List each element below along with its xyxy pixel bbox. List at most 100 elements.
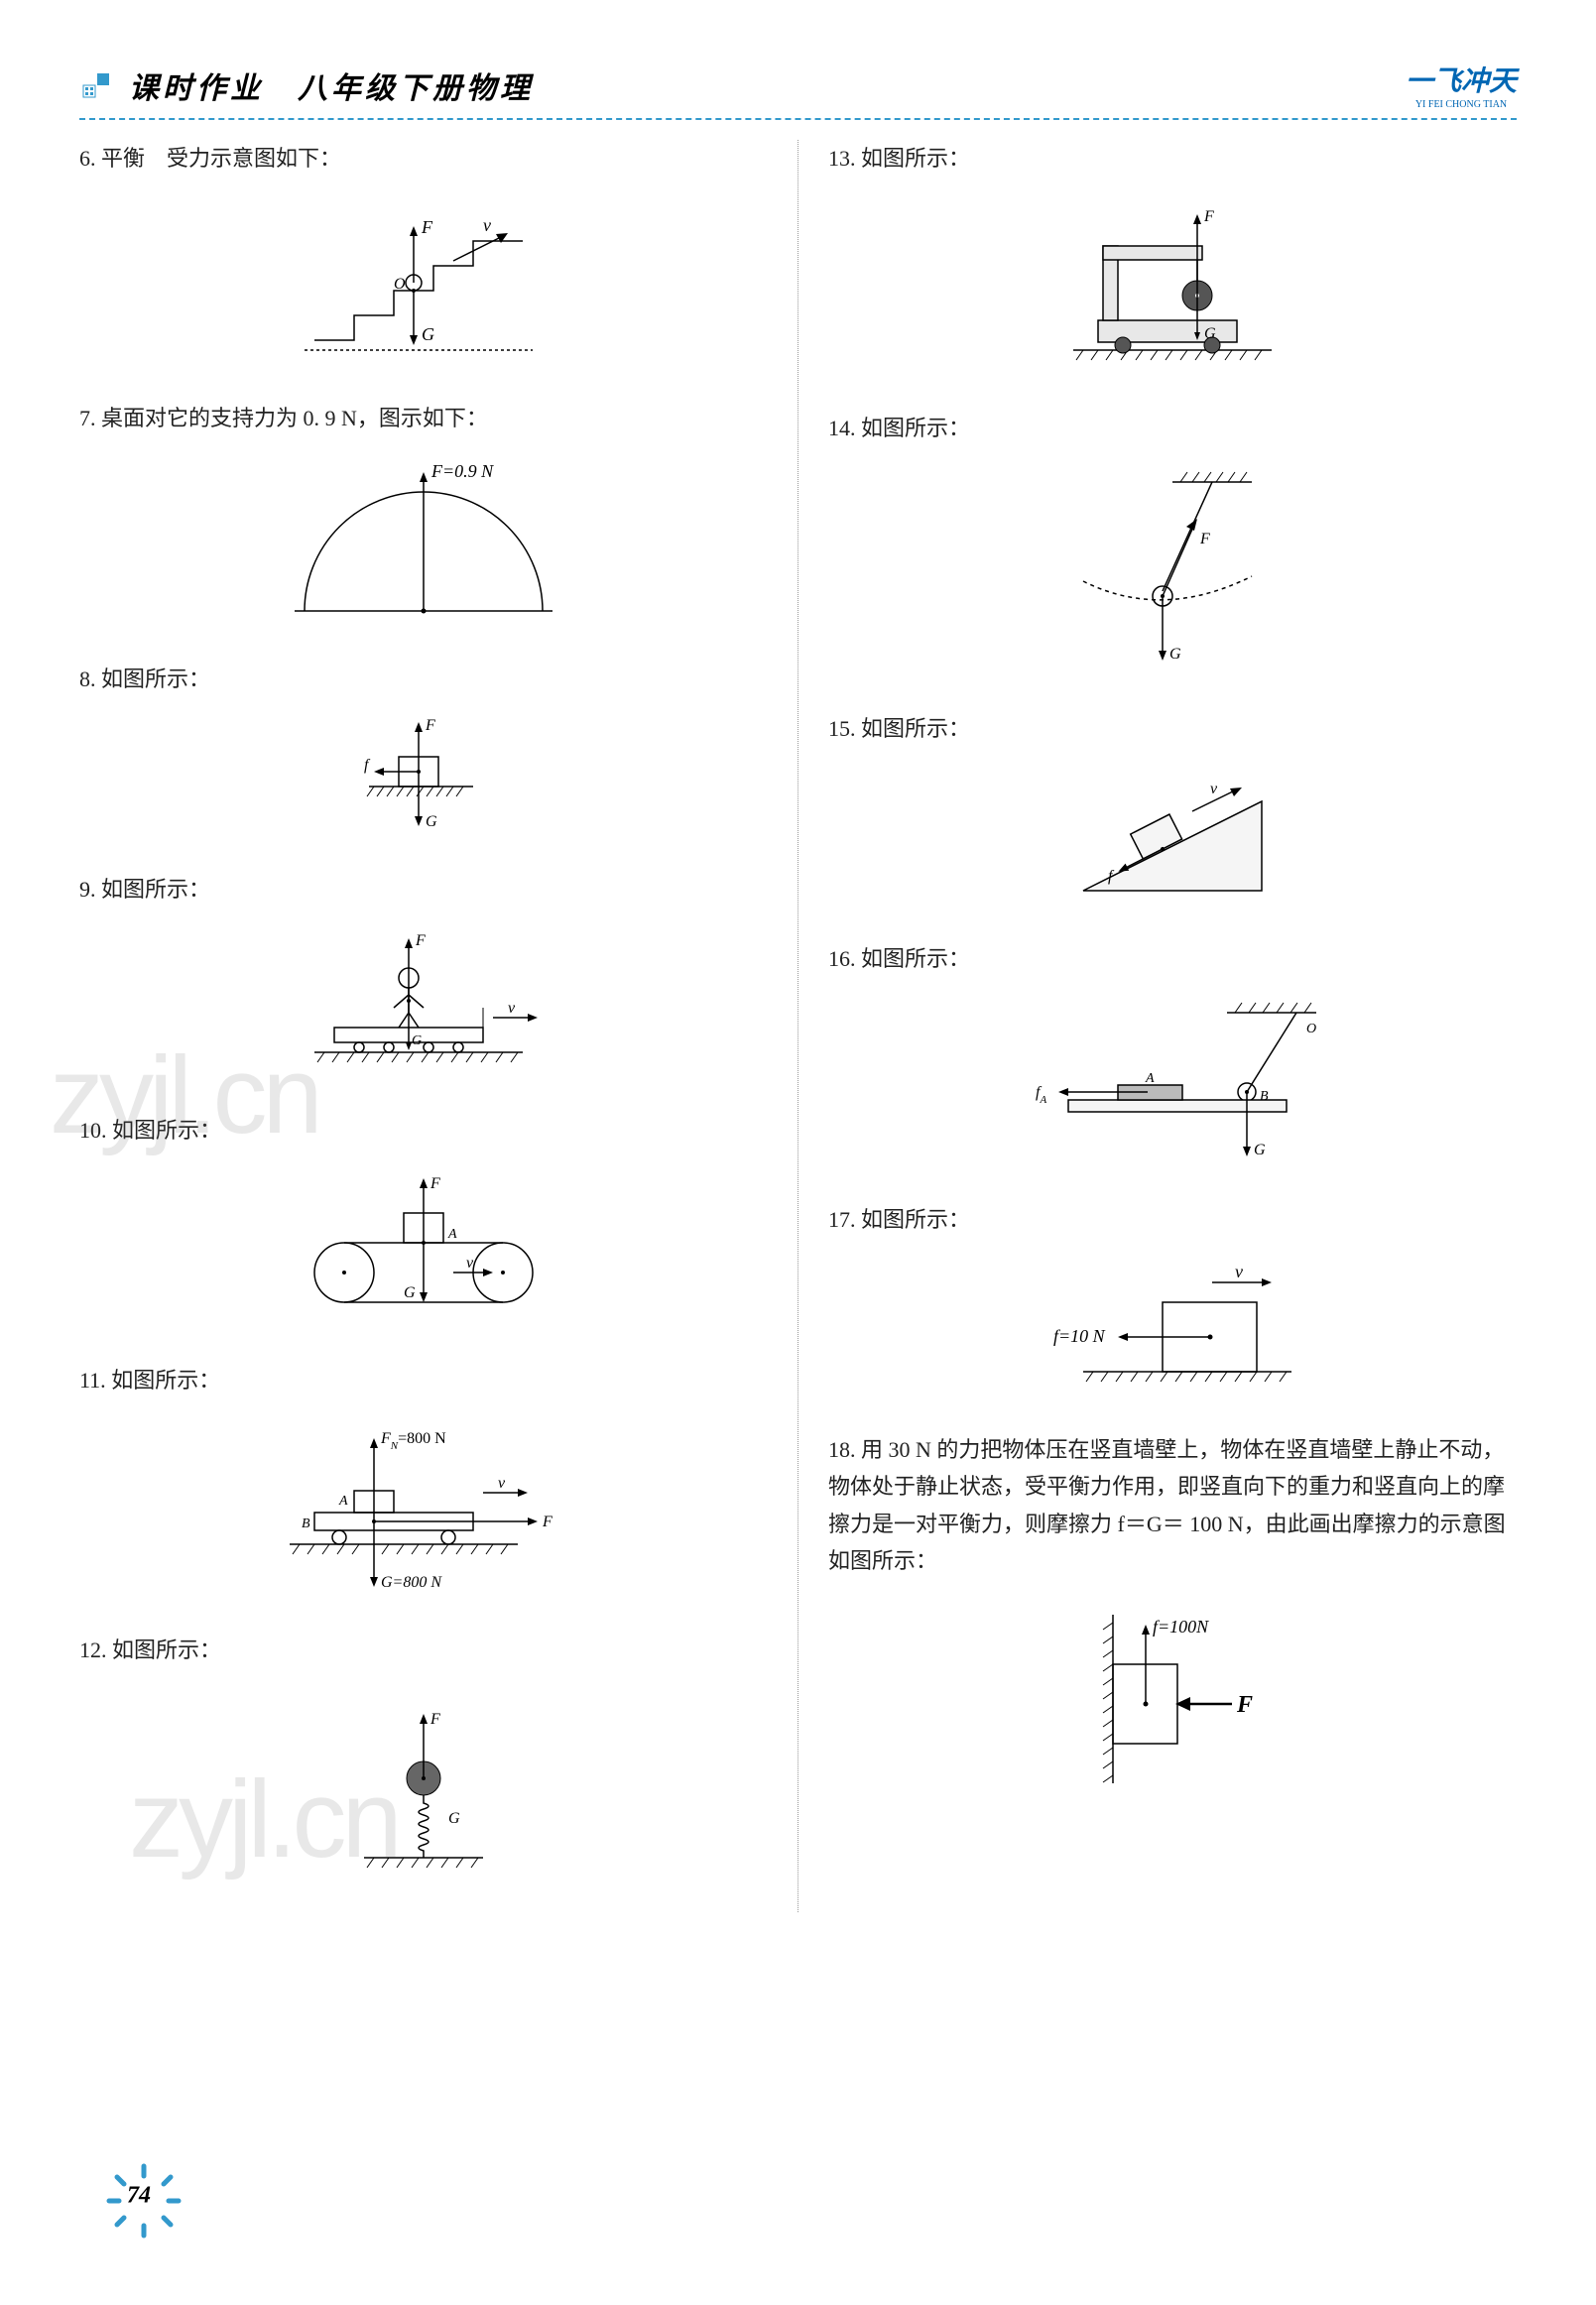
label-v: v	[508, 1000, 516, 1017]
label-F: F	[421, 217, 433, 237]
item-body: 平衡 受力示意图如下：	[101, 146, 341, 171]
label-v: v	[498, 1475, 506, 1492]
item-14-text: 14. 如图所示：	[828, 410, 1517, 446]
label-F: F	[415, 932, 426, 949]
item-10-text: 10. 如图所示：	[79, 1112, 768, 1149]
item-body: 用 30 N 的力把物体压在竖直墙壁上，物体在竖直墙壁上静止不动，物体处于静止状…	[828, 1437, 1506, 1573]
header-left: 课时作业 八年级下册物理	[79, 63, 534, 107]
item-17-text: 17. 如图所示：	[828, 1201, 1517, 1238]
label-A: A	[447, 1227, 457, 1242]
item-8-text: 8. 如图所示：	[79, 661, 768, 697]
item-8: 8. 如图所示：	[79, 661, 768, 841]
item-num: 11.	[79, 1368, 106, 1393]
diagram-11: B A	[79, 1413, 768, 1602]
diagram-12: F G	[79, 1684, 768, 1882]
label-G: G	[1204, 325, 1216, 342]
brand-logo: 一飞冲天	[1406, 60, 1517, 99]
item-16-text: 16. 如图所示：	[828, 940, 1517, 977]
label-F: F	[425, 717, 435, 734]
item-10: 10. 如图所示： A	[79, 1112, 768, 1332]
label-A: A	[338, 1494, 348, 1509]
item-num: 9.	[79, 877, 96, 902]
label-v: v	[466, 1255, 474, 1272]
item-body: 如图所示：	[861, 946, 970, 971]
item-num: 17.	[828, 1207, 856, 1232]
item-15-text: 15. 如图所示：	[828, 710, 1517, 747]
item-12: 12. 如图所示：	[79, 1632, 768, 1881]
item-15: 15. 如图所示： f	[828, 710, 1517, 910]
item-13-text: 13. 如图所示：	[828, 140, 1517, 177]
label-G: G	[1254, 1142, 1266, 1158]
item-7-text: 7. 桌面对它的支持力为 0. 9 N，图示如下：	[79, 400, 768, 436]
item-11-text: 11. 如图所示：	[79, 1362, 768, 1398]
page-title: 课时作业 八年级下册物理	[129, 63, 534, 107]
diagram-8: F G f	[79, 712, 768, 841]
item-body: 如图所示：	[861, 716, 970, 741]
item-16: 16. 如图所示： O B	[828, 940, 1517, 1170]
label-v: v	[1210, 781, 1218, 797]
item-6: 6. 平衡 受力示意图如下： F	[79, 140, 768, 370]
label-F: F	[1203, 208, 1214, 225]
item-6-text: 6. 平衡 受力示意图如下：	[79, 140, 768, 177]
page-number: 74	[109, 2166, 169, 2226]
diagram-6: F G O v	[79, 191, 768, 370]
label-O: O	[1306, 1022, 1316, 1036]
item-13: 13. 如图所示：	[828, 140, 1517, 380]
label-F: F	[430, 1711, 440, 1728]
label-G: G	[412, 1033, 422, 1048]
item-num: 18.	[828, 1437, 856, 1462]
header-divider	[79, 118, 1517, 120]
item-num: 8.	[79, 667, 96, 691]
item-body: 如图所示：	[101, 667, 210, 691]
label-v: v	[1235, 1262, 1243, 1281]
item-num: 12.	[79, 1638, 107, 1662]
brand-block: 一飞冲天 YI FEI CHONG TIAN	[1406, 60, 1517, 110]
item-18: 18. 用 30 N 的力把物体压在竖直墙壁上，物体在竖直墙壁上静止不动，物体处…	[828, 1431, 1517, 1803]
label-F: F	[542, 1514, 552, 1530]
label-G: G	[422, 324, 434, 344]
diagram-14: F G	[828, 462, 1517, 680]
label-f: f=100N	[1153, 1617, 1209, 1637]
label-G: G=800 N	[381, 1574, 442, 1591]
item-18-text: 18. 用 30 N 的力把物体压在竖直墙壁上，物体在竖直墙壁上静止不动，物体处…	[828, 1431, 1517, 1580]
label-G: G	[1169, 646, 1181, 663]
label-Fn: FN=800 N	[380, 1430, 446, 1452]
label-F: F=0.9 N	[430, 461, 494, 481]
item-14: 14. 如图所示：	[828, 410, 1517, 679]
page-header: 课时作业 八年级下册物理 一飞冲天 YI FEI CHONG TIAN	[79, 60, 1517, 110]
item-num: 10.	[79, 1118, 107, 1143]
corner-icon	[79, 65, 119, 105]
item-body: 如图所示：	[861, 146, 970, 171]
label-F: F	[1236, 1692, 1253, 1718]
brand-subtitle: YI FEI CHONG TIAN	[1406, 99, 1517, 110]
label-f: f	[364, 757, 371, 774]
item-11: 11. 如图所示： B A	[79, 1362, 768, 1602]
item-body: 如图所示：	[861, 1207, 970, 1232]
diagram-7: F=0.9 N	[79, 452, 768, 631]
page-number-text: 74	[127, 2183, 151, 2210]
diagram-13: F G	[828, 191, 1517, 380]
content-area: 6. 平衡 受力示意图如下： F	[79, 140, 1517, 1912]
item-body: 如图所示：	[112, 1118, 221, 1143]
label-v: v	[483, 215, 491, 235]
left-column: 6. 平衡 受力示意图如下： F	[79, 140, 768, 1912]
item-body: 桌面对它的支持力为 0. 9 N，图示如下：	[101, 406, 488, 430]
diagram-17: f=10 N v	[828, 1253, 1517, 1401]
label-F: F	[1199, 531, 1210, 547]
item-12-text: 12. 如图所示：	[79, 1632, 768, 1668]
label-f: f=10 N	[1053, 1326, 1106, 1346]
item-9: 9. 如图所示：	[79, 871, 768, 1081]
item-body: 如图所示：	[101, 877, 210, 902]
item-num: 7.	[79, 406, 96, 430]
item-17: 17. 如图所示：	[828, 1201, 1517, 1401]
label-G: G	[426, 813, 437, 830]
diagram-15: f v	[828, 762, 1517, 910]
label-B: B	[302, 1516, 310, 1531]
label-A: A	[1145, 1071, 1155, 1086]
item-num: 16.	[828, 946, 856, 971]
label-O: O	[394, 276, 406, 293]
right-column: 13. 如图所示：	[828, 140, 1517, 1912]
label-F: F	[430, 1175, 440, 1192]
item-num: 14.	[828, 416, 856, 440]
item-9-text: 9. 如图所示：	[79, 871, 768, 908]
